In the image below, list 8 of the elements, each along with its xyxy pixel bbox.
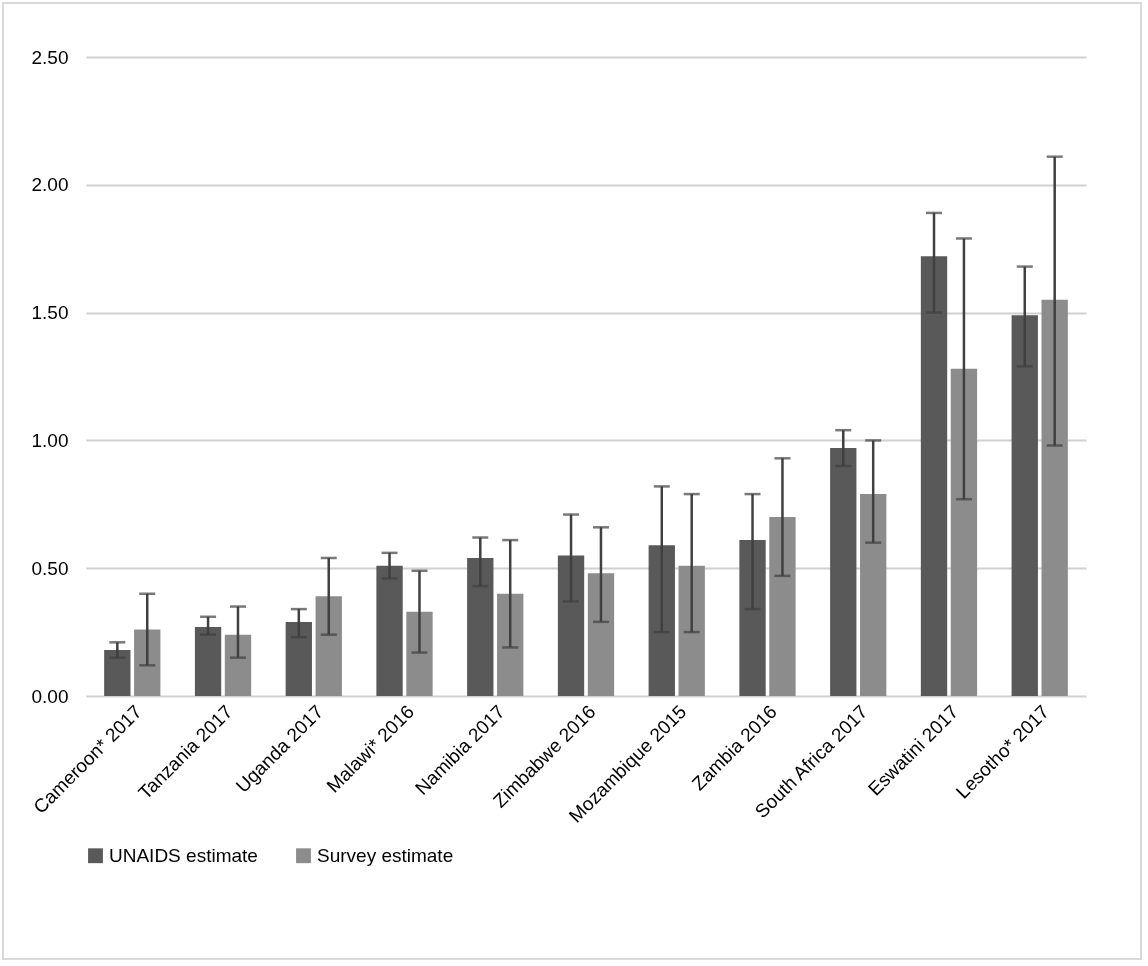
legend-label: UNAIDS estimate — [109, 844, 258, 866]
y-tick-label: 2.00 — [31, 174, 69, 196]
y-tick-label: 0.00 — [31, 685, 69, 707]
y-tick-label: 1.50 — [31, 302, 69, 324]
y-tick-label: 0.50 — [31, 557, 69, 579]
y-tick-label: 1.00 — [31, 429, 69, 451]
legend-label: Survey estimate — [317, 844, 454, 866]
y-tick-label: 2.50 — [31, 46, 69, 68]
